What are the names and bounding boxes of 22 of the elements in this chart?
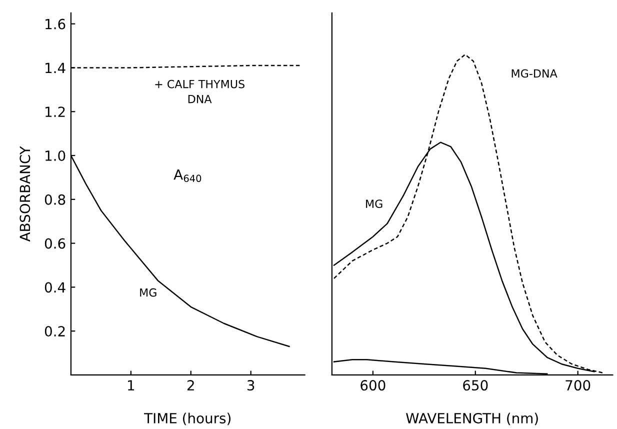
- series-label: + CALF THYMUS DNA: [155, 80, 244, 104]
- text: MG-DNA: [512, 69, 558, 78]
- x-axis-title: TIME (hours): [144, 412, 231, 426]
- x-tick-label: 600: [360, 380, 386, 391]
- y-tick-label: 0.2: [44, 326, 65, 337]
- x-tick-label: 700: [566, 380, 590, 391]
- x-axis-title: WAVELENGTH (nm): [406, 412, 538, 426]
- y-tick-label: 0.6: [44, 238, 66, 249]
- y-tick-label: 1.6: [46, 18, 66, 30]
- x-tick-label: 2: [187, 380, 194, 390]
- y-axis-title: ABSORBANCY: [20, 146, 30, 242]
- series-label: MG: [366, 200, 382, 208]
- y-tick-label: 1.4: [46, 62, 66, 74]
- series-label: MG: [140, 288, 156, 297]
- x-tick-label: 3: [247, 380, 254, 391]
- y-tick-label: 1.2: [46, 106, 65, 117]
- y-tick-label: 0.4: [44, 282, 66, 293]
- y-tick-label: 0.8: [44, 194, 66, 205]
- x-tick-label: 650: [463, 380, 488, 391]
- x-tick-label: 1: [128, 380, 134, 390]
- annotation: A$_{640}$: [174, 170, 202, 182]
- y-tick-label: 1.0: [46, 150, 66, 161]
